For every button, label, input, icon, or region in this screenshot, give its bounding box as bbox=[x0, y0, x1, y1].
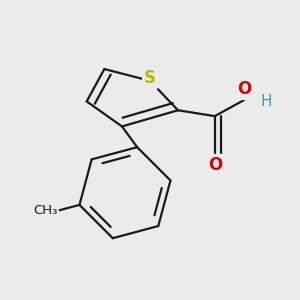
Text: H: H bbox=[260, 94, 272, 109]
Text: S: S bbox=[144, 69, 156, 87]
Text: CH₃: CH₃ bbox=[34, 204, 58, 217]
Text: O: O bbox=[237, 80, 251, 98]
Text: O: O bbox=[208, 156, 222, 174]
